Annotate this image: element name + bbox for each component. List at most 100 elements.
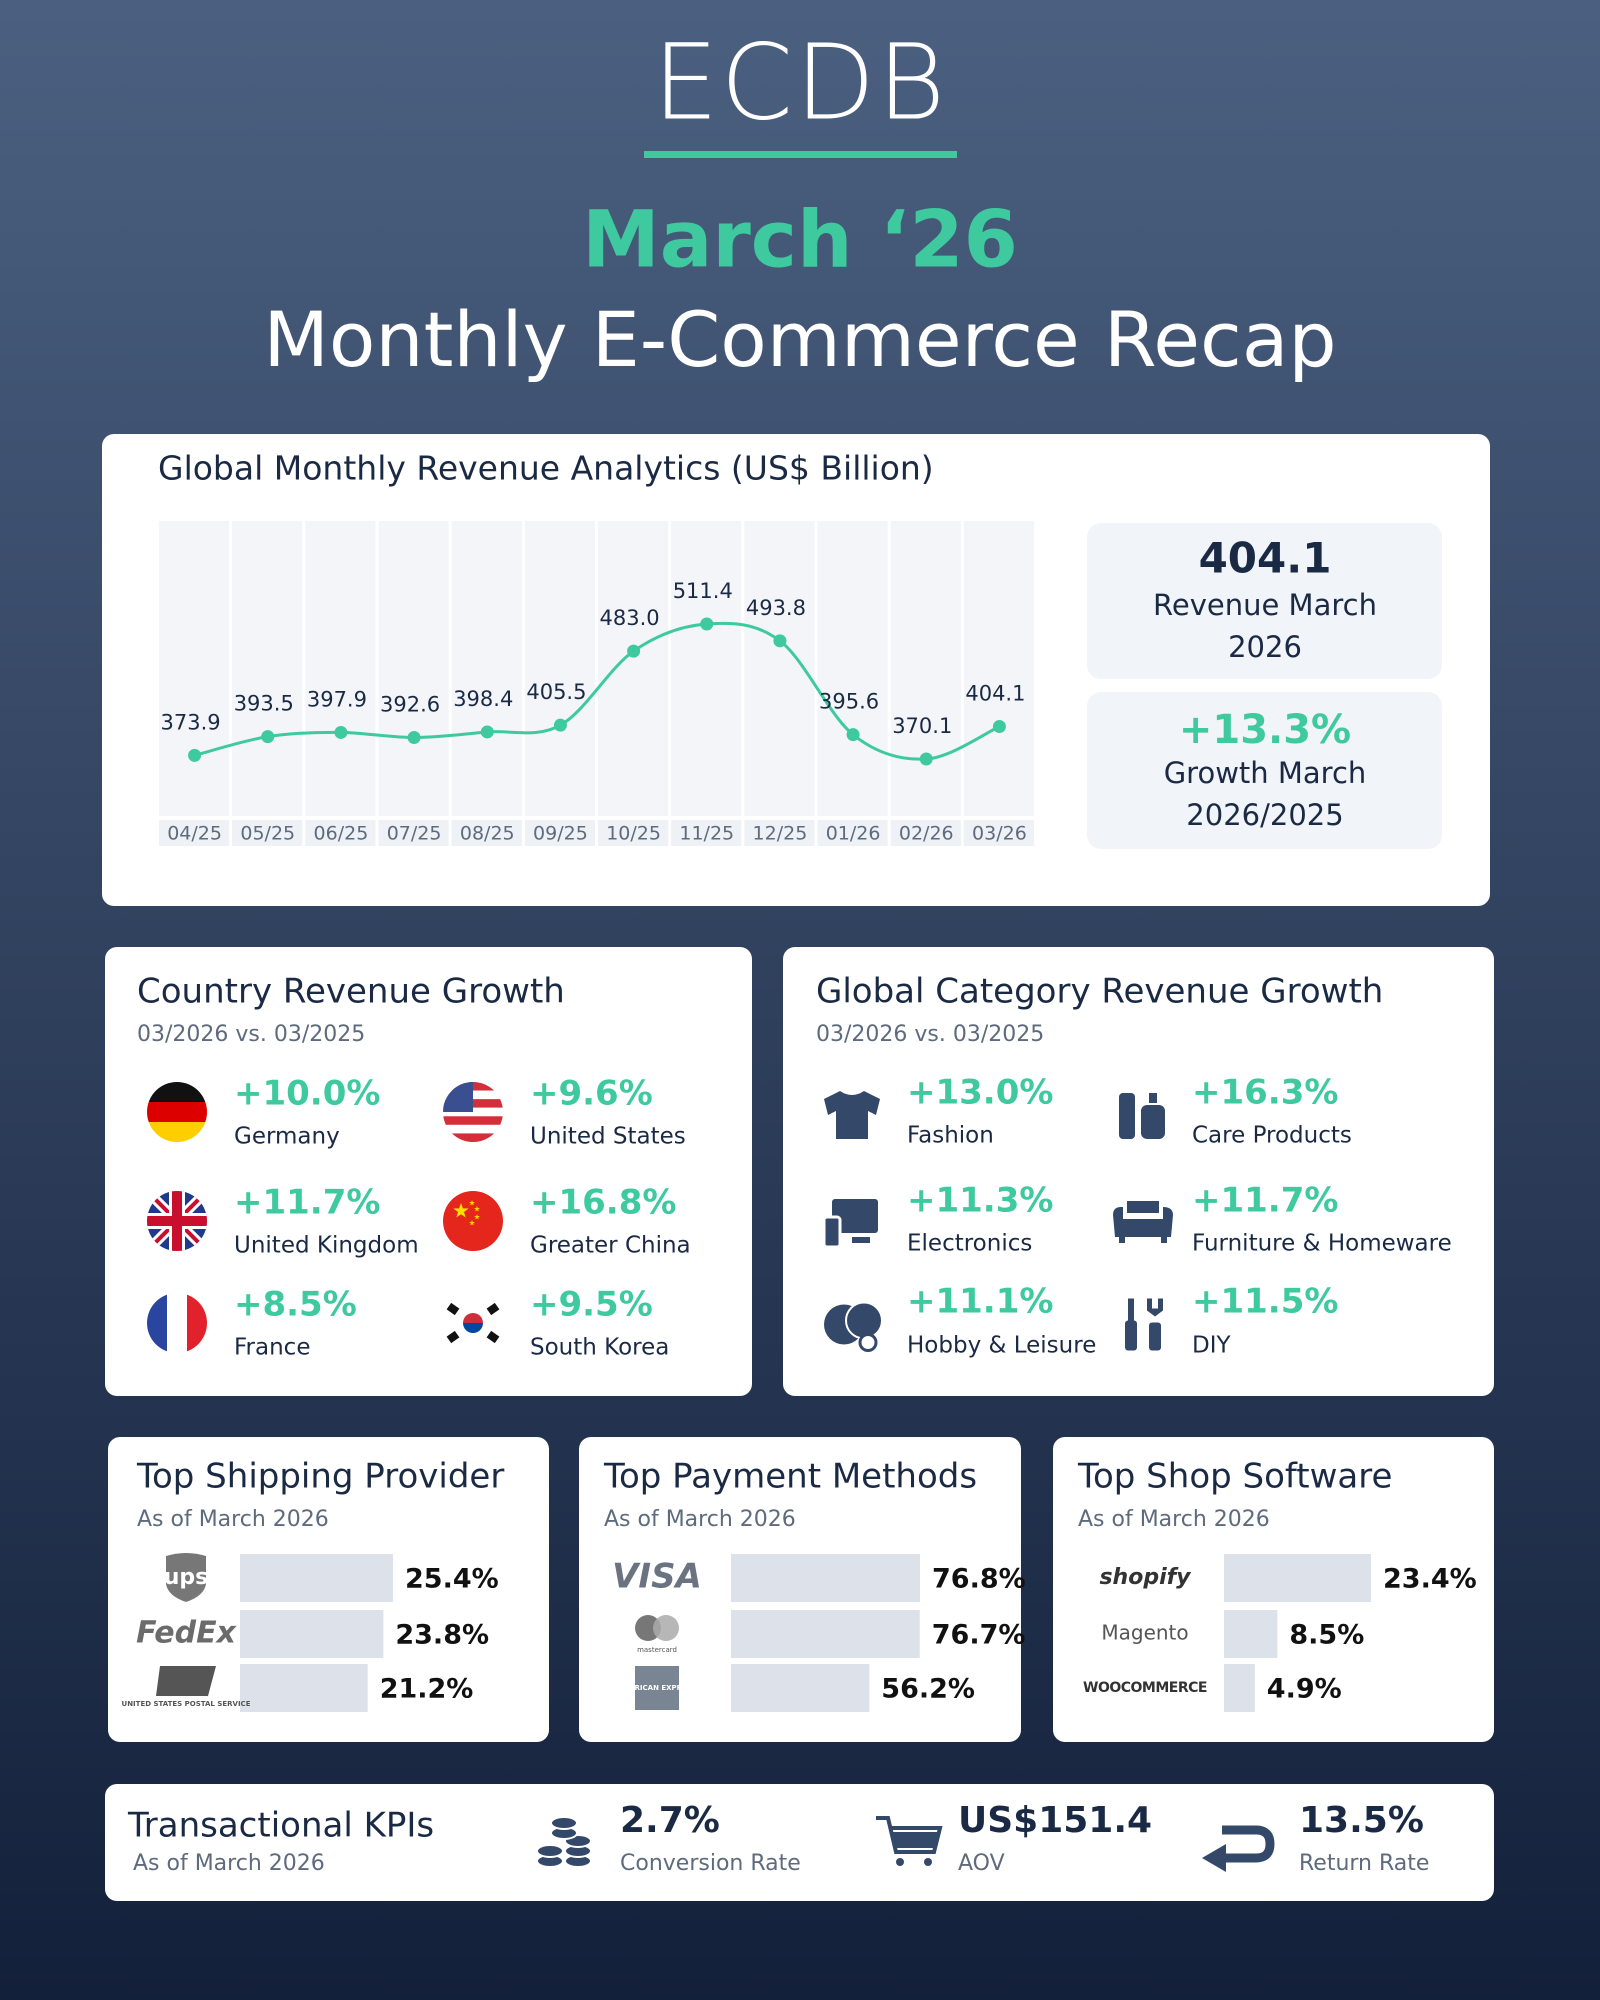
data-label: 370.1 bbox=[892, 714, 952, 738]
data-label: 395.6 bbox=[819, 690, 879, 714]
card-subtitle: 03/2026 vs. 03/2025 bbox=[816, 1022, 1044, 1047]
icon bbox=[832, 1199, 878, 1233]
x-label-bg bbox=[451, 820, 522, 846]
kpi-value: 13.5% bbox=[1299, 1800, 1424, 1841]
growth-name: Germany bbox=[234, 1124, 340, 1150]
card-subtitle: As of March 2026 bbox=[604, 1507, 796, 1532]
growth-name: Hobby & Leisure bbox=[907, 1333, 1096, 1359]
growth-name: Greater China bbox=[530, 1233, 691, 1259]
growth-value: +11.7% bbox=[234, 1183, 380, 1223]
card-subtitle: As of March 2026 bbox=[1078, 1507, 1270, 1532]
flag-part bbox=[147, 1293, 167, 1353]
card-title: Global Category Revenue Growth bbox=[816, 972, 1383, 1012]
point bbox=[846, 728, 860, 742]
growth-value: +16.8% bbox=[530, 1183, 676, 1223]
flag-part bbox=[486, 1330, 500, 1344]
icon bbox=[1128, 1298, 1134, 1321]
flag-part bbox=[167, 1293, 187, 1353]
highlight-box bbox=[1087, 692, 1442, 849]
card bbox=[105, 947, 752, 1396]
x-tick-label: 05/25 bbox=[240, 823, 295, 845]
growth-value: +16.3% bbox=[1192, 1073, 1338, 1113]
point bbox=[627, 644, 641, 658]
point bbox=[188, 748, 202, 762]
highlight-value: 404.1 bbox=[1199, 534, 1332, 583]
column-bg bbox=[890, 521, 961, 816]
icon bbox=[1113, 1201, 1173, 1243]
x-label-bg bbox=[744, 820, 815, 846]
flag bbox=[147, 1191, 207, 1251]
card-subtitle: As of March 2026 bbox=[137, 1507, 329, 1532]
flag bbox=[147, 1293, 207, 1353]
highlight-label: Growth March bbox=[1164, 756, 1367, 790]
category-logo: AMERICAN EXPRESS bbox=[617, 1684, 696, 1692]
card-subtitle: 03/2026 vs. 03/2025 bbox=[137, 1022, 365, 1047]
icon bbox=[1149, 1093, 1157, 1103]
growth-value: +11.7% bbox=[1192, 1181, 1338, 1221]
logo-shape bbox=[653, 1615, 679, 1641]
data-label: 393.5 bbox=[234, 692, 294, 716]
icon bbox=[822, 1215, 842, 1249]
icon bbox=[1149, 1322, 1161, 1351]
x-tick-label: 02/26 bbox=[899, 823, 954, 845]
icon bbox=[876, 1816, 943, 1854]
growth-value: +13.0% bbox=[907, 1073, 1053, 1113]
x-label-bg bbox=[232, 820, 303, 846]
data-label: 397.9 bbox=[307, 687, 367, 711]
highlight-label: Revenue March bbox=[1153, 588, 1377, 622]
flag-part bbox=[443, 1124, 503, 1134]
column-bg bbox=[451, 521, 522, 816]
x-label-bg bbox=[305, 820, 376, 846]
icon bbox=[852, 1237, 870, 1243]
card-subtitle: As of March 2026 bbox=[133, 1851, 325, 1876]
growth-name: Care Products bbox=[1192, 1123, 1352, 1149]
kpi-value: US$151.4 bbox=[958, 1800, 1152, 1841]
data-label: 511.4 bbox=[673, 579, 733, 603]
column-bg bbox=[817, 521, 888, 816]
card-title: Top Shipping Provider bbox=[136, 1457, 504, 1497]
icon bbox=[550, 1816, 578, 1830]
growth-name: DIY bbox=[1192, 1333, 1231, 1359]
flag-part bbox=[443, 1191, 503, 1251]
flag-part bbox=[474, 1214, 480, 1220]
logo-shape bbox=[156, 1666, 216, 1696]
month: March ‘26 bbox=[582, 195, 1018, 285]
growth-name: United Kingdom bbox=[234, 1233, 419, 1259]
x-label-bg bbox=[378, 820, 449, 846]
x-tick-label: 06/25 bbox=[314, 823, 369, 845]
icon bbox=[824, 1091, 880, 1139]
flag-part bbox=[147, 1082, 207, 1102]
column-bg bbox=[598, 521, 669, 816]
icon bbox=[1125, 1320, 1137, 1351]
icon bbox=[845, 1301, 883, 1340]
bar-value-label: 8.5% bbox=[1289, 1620, 1364, 1651]
flag-part bbox=[446, 1330, 460, 1344]
growth-value: +11.1% bbox=[907, 1282, 1053, 1322]
data-label: 405.5 bbox=[526, 680, 586, 704]
growth-value: +9.5% bbox=[530, 1285, 653, 1325]
flag-part bbox=[446, 1302, 460, 1316]
card-title: Top Shop Software bbox=[1077, 1457, 1392, 1497]
bar-value-label: 23.8% bbox=[395, 1620, 489, 1651]
card-title: Transactional KPIs bbox=[127, 1806, 434, 1846]
flag-part bbox=[474, 1206, 480, 1212]
point bbox=[261, 730, 275, 744]
growth-value: +10.0% bbox=[234, 1074, 380, 1114]
column-bg bbox=[963, 521, 1034, 816]
highlight-value: +13.3% bbox=[1179, 707, 1351, 753]
logo: ECDB bbox=[653, 21, 948, 143]
category-logo: mastercard bbox=[637, 1646, 677, 1654]
highlight-box bbox=[1087, 523, 1442, 679]
column-bg bbox=[159, 521, 230, 816]
logo-shape bbox=[166, 1553, 206, 1602]
card bbox=[105, 1784, 1494, 1901]
point bbox=[553, 718, 567, 732]
x-tick-label: 03/26 bbox=[972, 823, 1027, 845]
highlight-label: 2026 bbox=[1228, 630, 1302, 664]
bar-value-label: 76.8% bbox=[932, 1564, 1026, 1595]
flag-part bbox=[463, 1323, 483, 1333]
growth-name: South Korea bbox=[530, 1335, 669, 1361]
flag-part bbox=[469, 1220, 475, 1226]
logo-shape bbox=[635, 1615, 661, 1641]
x-tick-label: 11/25 bbox=[679, 823, 734, 845]
